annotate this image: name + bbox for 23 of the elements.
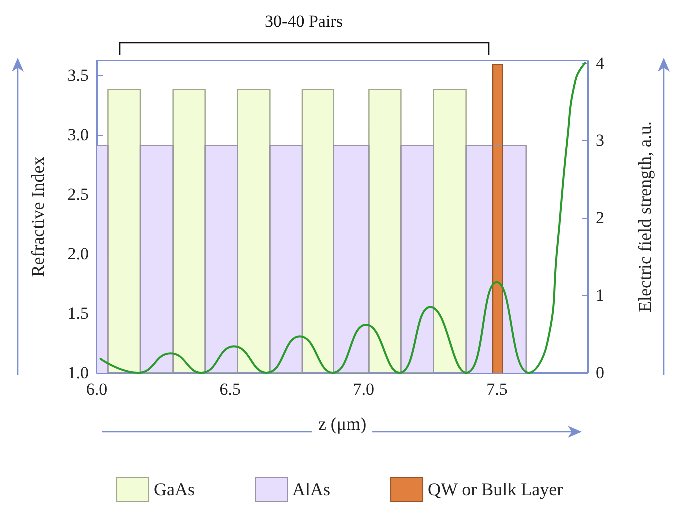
x-tick-label: 6.5 bbox=[220, 380, 242, 399]
y-tick-label: 1.0 bbox=[68, 364, 89, 382]
line-series bbox=[100, 62, 586, 374]
x-axis-title: z (μm) bbox=[318, 414, 367, 434]
y-axis-title: Refractive Index bbox=[28, 156, 48, 278]
text: 30-40 Pairs bbox=[265, 12, 343, 32]
y2-tick-label: 2 bbox=[596, 208, 604, 228]
y-tick-label: 3.5 bbox=[68, 66, 89, 85]
y2-tick-label: 3 bbox=[596, 131, 604, 150]
y-tick-label: 3.0 bbox=[68, 125, 89, 144]
legend-label: GaAs bbox=[154, 480, 196, 500]
y2-axis-title: Electric field strength, a.u. bbox=[635, 122, 655, 312]
y-tick-label: 1.5 bbox=[68, 304, 89, 323]
x-tick-label: 7.0 bbox=[353, 380, 374, 399]
y2-tick-label: 0 bbox=[596, 364, 604, 382]
y-tick-label: 2.5 bbox=[68, 184, 89, 204]
y-tick-label: 2.0 bbox=[68, 244, 89, 264]
legend-label: QW or Bulk Layer bbox=[428, 480, 564, 500]
y2-tick-label: 4 bbox=[596, 54, 605, 73]
x-tick-label: 7.5 bbox=[486, 380, 508, 399]
y2-tick-label: 1 bbox=[596, 286, 604, 306]
x-tick-label: 6.0 bbox=[86, 380, 108, 399]
legend-label: AlAs bbox=[292, 480, 331, 500]
